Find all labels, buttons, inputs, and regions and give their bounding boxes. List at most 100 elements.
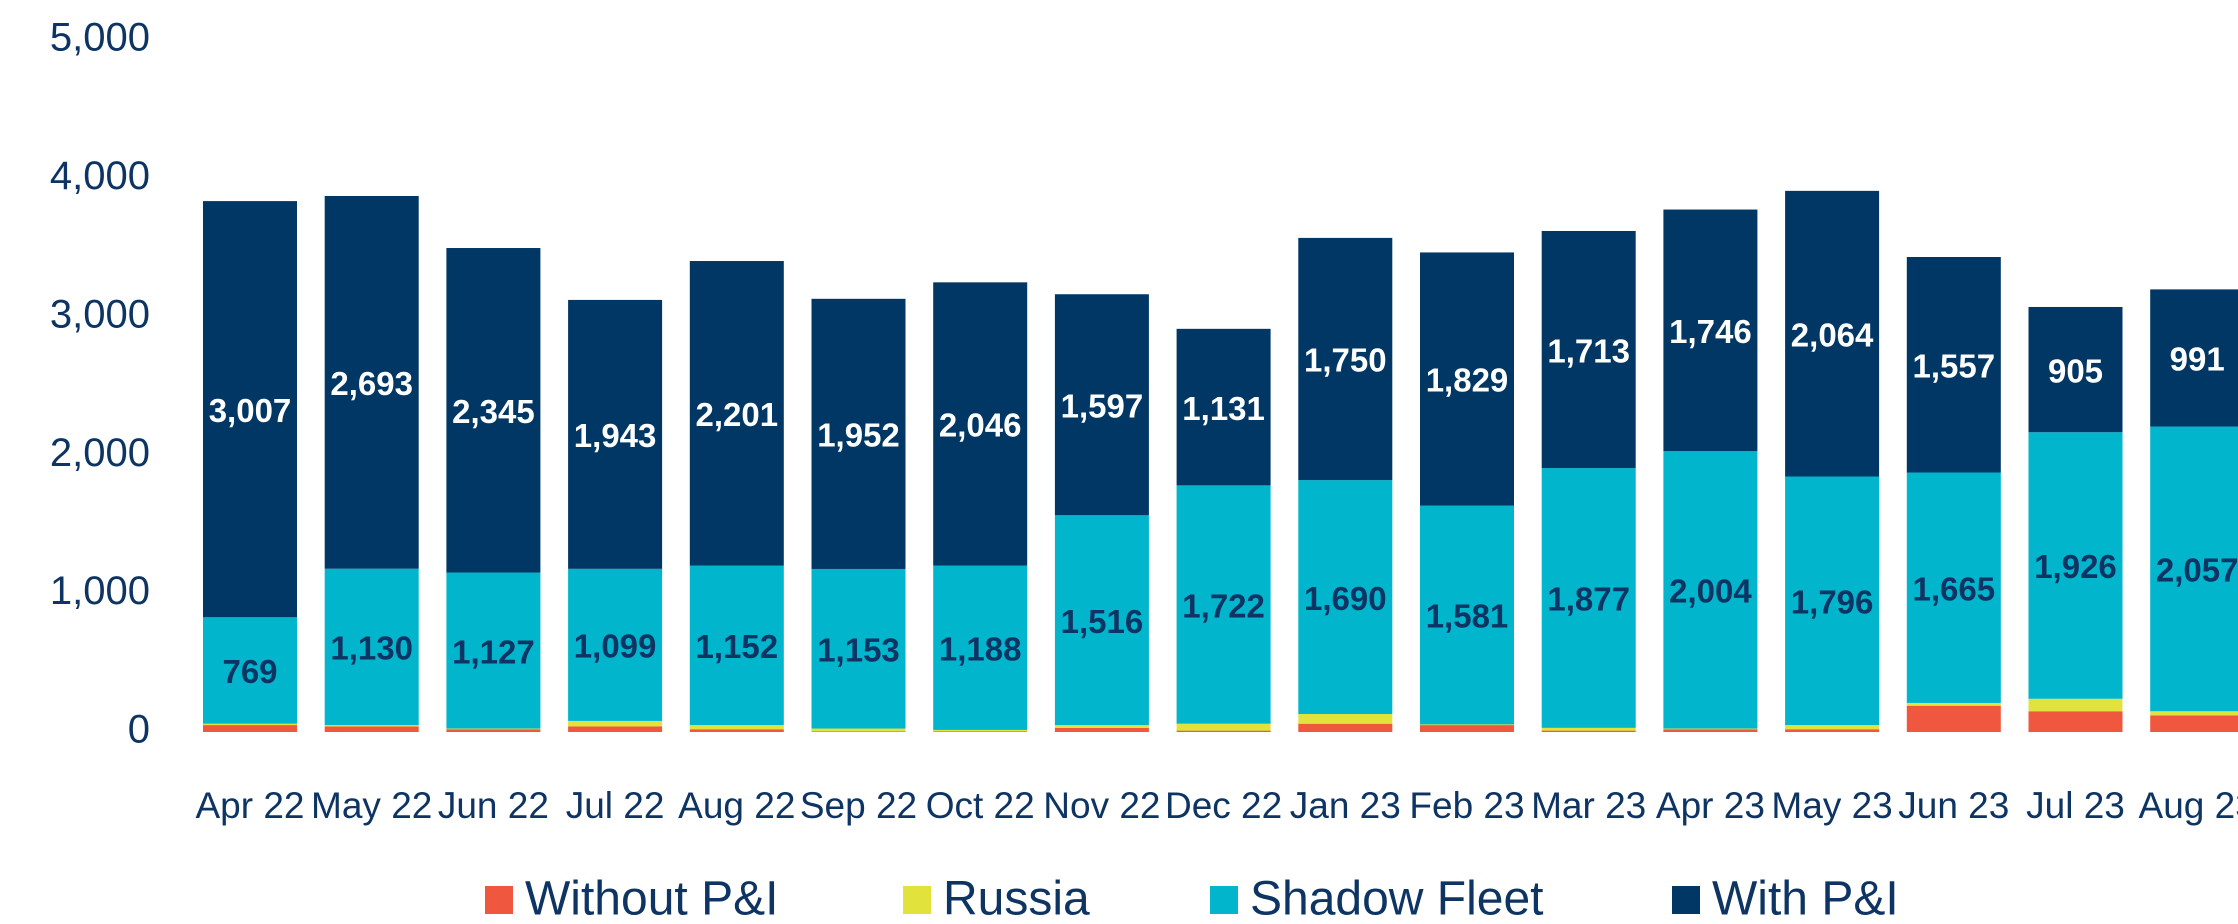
bar-value-label: 2,057 — [2156, 552, 2238, 589]
bar-value-label: 2,693 — [330, 365, 413, 402]
bar-segment — [1298, 237, 1393, 481]
bar-value-label: 1,746 — [1669, 313, 1752, 350]
bar-segment — [1054, 294, 1149, 516]
bar-value-label: 1,796 — [1791, 584, 1874, 621]
bar-value-label: 1,665 — [1913, 570, 1996, 607]
bar-value-label: 1,516 — [1061, 603, 1144, 640]
x-tick-label: Feb 23 — [1409, 785, 1524, 826]
bar-segment — [1298, 723, 1393, 732]
bar-segment — [203, 725, 297, 732]
bar-segment — [1663, 451, 1758, 729]
bar-segment — [1176, 723, 1271, 731]
bar-segment — [1785, 476, 1880, 726]
y-tick-label: 0 — [128, 708, 150, 752]
bar-segment — [933, 282, 1028, 566]
bar-segment — [1176, 485, 1271, 724]
bar-segment — [1785, 729, 1880, 732]
bar-segment — [1541, 468, 1636, 728]
bar-segment — [2150, 289, 2238, 427]
bar-segment — [568, 299, 663, 569]
bar-segment — [1541, 727, 1636, 731]
bar-segment — [689, 725, 784, 730]
y-tick-label: 1,000 — [50, 569, 150, 613]
bar-value-label: 1,750 — [1304, 342, 1387, 379]
x-tick-label: Apr 22 — [195, 785, 304, 826]
bar-segment — [811, 728, 906, 732]
y-tick-label: 2,000 — [50, 431, 150, 475]
y-tick-label: 3,000 — [50, 292, 150, 336]
bar-value-label: 1,877 — [1547, 581, 1630, 618]
bar-value-label: 1,188 — [939, 630, 1022, 667]
bar-segment — [2150, 426, 2238, 712]
bar-segment — [1785, 725, 1880, 730]
x-tick-label: May 22 — [311, 785, 432, 826]
bar-segment — [811, 298, 906, 569]
bar-segment — [1420, 725, 1514, 732]
legend-swatch — [485, 886, 513, 914]
legend-label: Russia — [943, 873, 1090, 924]
bar-segment — [933, 731, 1028, 732]
bar-segment — [1176, 328, 1271, 486]
bar-segment — [324, 195, 419, 569]
bar-segment — [1785, 190, 1880, 477]
x-tick-label: Jun 22 — [438, 785, 549, 826]
legend-label: Shadow Fleet — [1250, 873, 1544, 924]
bar-value-label: 1,131 — [1182, 390, 1265, 427]
bar-segment — [1054, 727, 1149, 732]
bar-segment — [203, 201, 297, 618]
bar-segment — [1420, 252, 1514, 506]
bar-segment — [203, 617, 297, 724]
bar-segment — [324, 568, 419, 726]
bar-segment — [2150, 711, 2238, 716]
x-tick-label: Jan 23 — [1290, 785, 1401, 826]
bar-value-label: 1,943 — [574, 417, 657, 454]
x-tick-label: Sep 22 — [800, 785, 917, 826]
bar-value-label: 2,004 — [1669, 573, 1752, 610]
legend-swatch — [1672, 886, 1700, 914]
bar-value-label: 1,130 — [330, 630, 413, 667]
bar-segment — [1663, 729, 1758, 732]
bar-value-label: 905 — [2048, 352, 2103, 389]
bar-segment — [1176, 730, 1271, 732]
bar-value-label: 769 — [222, 653, 277, 690]
bar-value-label: 2,064 — [1791, 316, 1874, 353]
bar-segment — [689, 565, 784, 726]
legend-swatch — [1210, 886, 1238, 914]
bar-value-label: 1,152 — [696, 628, 779, 665]
bar-value-label: 2,345 — [452, 393, 535, 430]
bar-segment — [1298, 714, 1393, 724]
bar-segment — [1054, 515, 1149, 726]
bar-segment — [568, 720, 663, 727]
x-tick-label: Nov 22 — [1043, 785, 1160, 826]
bar-segment — [1541, 230, 1636, 469]
bar-value-label: 3,007 — [209, 392, 292, 429]
legend-label: Without P&I — [525, 873, 778, 924]
bar-value-label: 1,127 — [452, 633, 535, 670]
bar-segment — [811, 731, 906, 732]
bar-value-label: 2,046 — [939, 407, 1022, 444]
bar-segment — [1298, 480, 1393, 715]
legend-label: With P&I — [1712, 873, 1899, 924]
bar-value-label: 1,690 — [1304, 580, 1387, 617]
x-tick-label: Aug 22 — [678, 785, 795, 826]
bar-value-label: 2,201 — [696, 396, 779, 433]
bar-segment — [203, 723, 297, 726]
x-tick-label: Oct 22 — [926, 785, 1035, 826]
bar-segment — [324, 725, 419, 727]
x-tick-label: Jul 22 — [566, 785, 665, 826]
bar-segment — [933, 729, 1028, 732]
bar-segment — [811, 568, 906, 729]
bar-segment — [568, 568, 663, 721]
bar-segment — [1541, 730, 1636, 732]
bar-value-label: 1,581 — [1426, 598, 1509, 635]
bar-segment — [568, 726, 663, 732]
bar-value-label: 1,829 — [1426, 362, 1509, 399]
bar-segment — [2150, 715, 2238, 732]
x-tick-label: Apr 23 — [1656, 785, 1765, 826]
bar-segment — [689, 729, 784, 732]
bar-value-label: 1,597 — [1061, 387, 1144, 424]
bar-segment — [1906, 702, 2001, 706]
bar-segment — [324, 726, 419, 732]
bar-segment — [2028, 306, 2123, 433]
